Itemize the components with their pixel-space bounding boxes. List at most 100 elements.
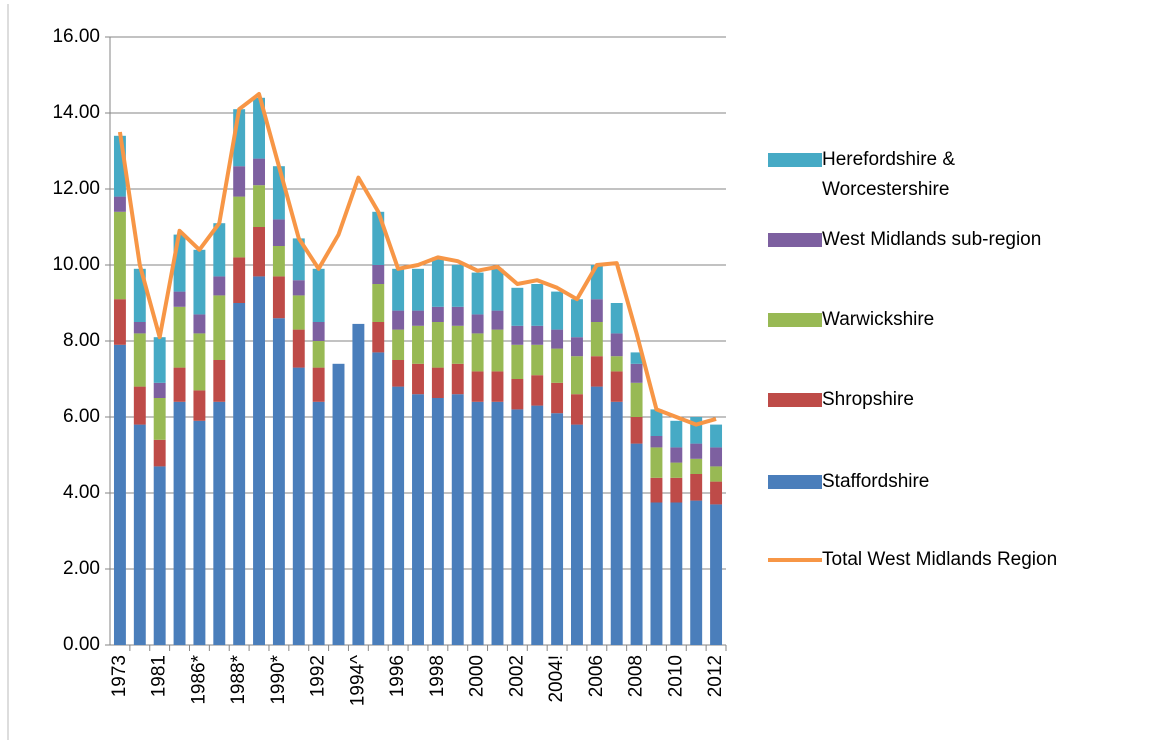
bar-segment: [193, 249, 206, 315]
bar-segment: [253, 185, 265, 227]
bar-segment: [471, 333, 484, 372]
y-tick-label: 10.00: [52, 254, 100, 275]
x-tick-label: 2006: [586, 655, 607, 697]
bar-segment: [312, 367, 325, 402]
bar-segment: [511, 344, 524, 379]
bar-segment: [372, 352, 385, 645]
bar-segment: [133, 322, 146, 334]
bar-segment: [551, 329, 564, 349]
bar-segment: [412, 363, 424, 395]
bar-segment: [392, 386, 405, 645]
bar-segment: [153, 337, 166, 383]
bar-segment: [451, 363, 464, 395]
bar-segment: [491, 401, 504, 645]
bar-segment: [571, 424, 583, 645]
legend-item: Total West Midlands Region: [766, 545, 1146, 575]
bar-segment: [133, 268, 146, 322]
x-tick-label: 1973: [109, 655, 130, 697]
bar-segment: [471, 371, 484, 402]
bar-segment: [233, 257, 246, 303]
legend-item: Shropshire: [766, 385, 1146, 415]
y-tick-label: 8.00: [63, 330, 100, 351]
bar-segment: [670, 447, 683, 463]
y-tick-label: 0.00: [63, 634, 100, 655]
legend-label: Herefordshire & Worcestershire: [822, 149, 956, 200]
bar-segment: [511, 409, 524, 645]
bar-segment: [133, 424, 146, 645]
bar-segment: [272, 276, 285, 319]
x-tick-label: 2012: [705, 655, 726, 697]
bar-segment: [133, 386, 146, 425]
bar-segment: [173, 291, 186, 307]
bar-segment: [412, 310, 424, 326]
legend-label: West Midlands sub-region: [822, 229, 1042, 250]
bar-segment: [272, 219, 285, 246]
bar-segment: [213, 295, 226, 360]
bar-segment: [193, 333, 206, 391]
bar-segment: [551, 413, 564, 645]
legend-label: Shropshire: [822, 389, 914, 410]
bar-segment: [392, 360, 405, 387]
bar-segment: [272, 246, 285, 277]
bar-segment: [451, 325, 464, 364]
bar-segment: [630, 363, 643, 383]
bar-segment: [213, 401, 226, 645]
bar-segment: [372, 284, 385, 322]
bar-segment: [312, 401, 325, 645]
bar-segment: [451, 265, 464, 307]
y-tick-label: 14.00: [52, 102, 100, 123]
bar-segment: [193, 420, 206, 645]
bar-segment: [491, 371, 504, 402]
x-tick-label: 1994^: [347, 655, 368, 706]
bar-segment: [670, 502, 683, 645]
bar-segment: [551, 348, 564, 383]
y-tick-label: 6.00: [63, 406, 100, 427]
legend-item: Herefordshire & Worcestershire: [766, 145, 1146, 205]
y-tick-label: 16.00: [52, 26, 100, 47]
bar-segment: [710, 504, 723, 645]
bar-segment: [431, 257, 444, 307]
bar-segment: [610, 356, 623, 372]
bar-segment: [312, 322, 325, 341]
bar-segment: [113, 211, 126, 300]
bar-segment: [571, 337, 583, 357]
y-tick-label: 12.00: [52, 178, 100, 199]
bar-segment: [292, 280, 305, 296]
bar-segment: [590, 299, 603, 322]
bar-segment: [551, 291, 564, 330]
bar-segment: [272, 318, 285, 645]
bar-segment: [571, 394, 583, 425]
x-tick-label: 2004!: [546, 655, 567, 703]
bar-segment: [590, 322, 603, 357]
bar-segment: [630, 352, 643, 364]
bar-segment: [451, 306, 464, 326]
legend-marker: [768, 475, 822, 489]
bar-segment: [650, 436, 663, 448]
bar-segment: [193, 390, 206, 421]
bar-segment: [650, 477, 663, 503]
bar-segment: [690, 500, 703, 645]
bar-segment: [153, 398, 166, 440]
bar-segment: [670, 462, 683, 478]
x-tick-label: 2010: [665, 655, 686, 697]
legend-marker: [768, 558, 822, 562]
bar-segment: [650, 502, 663, 645]
bar-segment: [412, 325, 424, 364]
bar-segment: [551, 382, 564, 414]
bar-segment: [451, 394, 464, 645]
legend-marker: [768, 393, 822, 407]
bar-segment: [292, 295, 305, 330]
bar-segment: [431, 306, 444, 322]
bar-segment: [193, 314, 206, 334]
bar-segment: [233, 109, 246, 167]
bar-segment: [113, 344, 126, 645]
bar-segment: [531, 284, 544, 326]
bar-segment: [153, 382, 166, 398]
bar-segment: [213, 223, 226, 277]
legend-item: Warwickshire: [766, 305, 1146, 335]
x-tick-label: 2000: [467, 655, 488, 697]
bar-segment: [233, 303, 246, 645]
bar-segment: [491, 268, 504, 311]
bar-segment: [372, 211, 385, 265]
bar-segment: [511, 379, 524, 410]
